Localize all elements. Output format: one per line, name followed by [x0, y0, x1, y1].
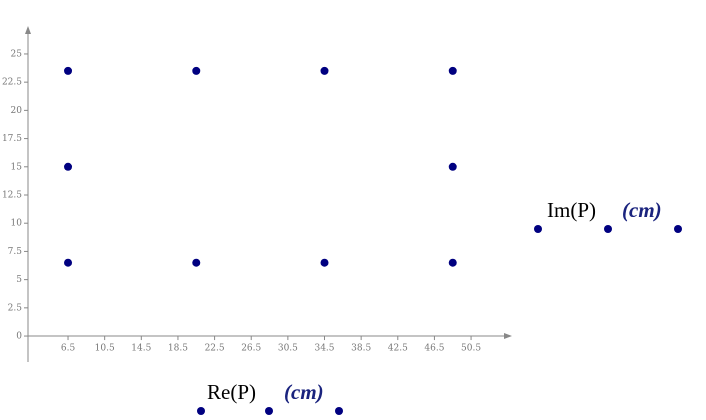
x-axis-unit: (cm)	[284, 380, 324, 404]
x-tick-label: 22.5	[205, 344, 225, 354]
point	[448, 258, 457, 267]
y-tick-label: 10	[11, 219, 23, 229]
placeholder	[265, 407, 273, 415]
point	[192, 258, 201, 267]
x-tick-label: 38.5	[351, 344, 371, 354]
x-tick-label: 50.5	[461, 344, 481, 354]
point	[448, 66, 457, 75]
y-axis-arrow	[25, 26, 31, 34]
x-tick-label: 18.5	[168, 344, 188, 354]
point	[192, 66, 201, 75]
point	[64, 258, 73, 267]
y-tick-label: 12.5	[2, 191, 22, 201]
point	[448, 162, 457, 171]
x-tick-label: 42.5	[388, 344, 408, 354]
placeholder	[674, 225, 682, 233]
y-tick-label: 25	[11, 49, 23, 59]
x-tick-label: 30.5	[278, 344, 298, 354]
x-axis-arrow	[504, 333, 512, 340]
point	[64, 66, 73, 75]
y-tick-label: 15	[11, 162, 23, 172]
y-tick-label: 5	[16, 275, 22, 285]
placeholder	[197, 407, 205, 415]
placeholder	[604, 225, 612, 233]
y-axis-unit: (cm)	[622, 198, 662, 222]
point	[320, 66, 329, 75]
y-tick-label: 17.5	[2, 134, 22, 144]
x-tick-label: 10.5	[95, 344, 115, 354]
point	[64, 162, 73, 171]
y-tick-label: 2.5	[8, 303, 23, 313]
y-axis-label: Im(P)	[547, 198, 596, 222]
y-tick-label: 20	[11, 106, 23, 116]
placeholder	[335, 407, 343, 415]
y-tick-label: 22.5	[2, 78, 22, 88]
x-tick-label: 6.5	[61, 344, 76, 354]
y-tick-label: 0	[16, 332, 22, 342]
x-tick-label: 14.5	[131, 344, 151, 354]
x-tick-label: 26.5	[241, 344, 261, 354]
x-tick-label: 34.5	[314, 344, 334, 354]
x-axis-label: Re(P)	[207, 380, 256, 404]
x-tick-label: 46.5	[424, 344, 444, 354]
point	[320, 258, 329, 267]
y-tick-label: 7.5	[8, 247, 23, 257]
placeholder	[534, 225, 542, 233]
